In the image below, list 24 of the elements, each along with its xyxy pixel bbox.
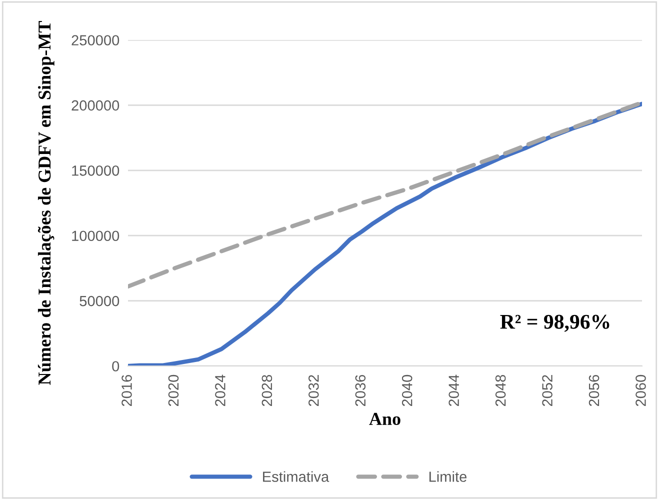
x-tick-label: 2040 [402,374,412,406]
legend-label: Limite [429,471,467,482]
x-tick-label: 2016 [122,374,132,406]
x-tick-label: 2056 [588,374,600,406]
legend-label: Estimativa [263,471,330,482]
annotation: R² = 98,96% [500,314,610,332]
x-tick-label: 2032 [308,375,319,406]
y-tick-label: 0 [112,361,120,372]
x-tick-label: 2060 [636,374,646,406]
x-tick-label: 2020 [168,374,179,406]
x-axis-title: Ano [369,412,400,426]
x-tick-label: 2028 [262,374,272,406]
x-tick-label: 2048 [495,374,506,406]
x-tick-label: 2036 [355,374,366,406]
x-tick-label: 2024 [215,374,226,406]
x-tick-label: 2044 [448,374,460,406]
y-tick-label: 50000 [80,296,120,306]
y-tick-label: 200000 [72,100,120,111]
x-tick-label: 2052 [542,375,552,406]
y-axis-title: Número de Instalações de GDFV em Sinop-MT [38,21,54,385]
y-tick-label: 150000 [72,166,120,176]
y-tick-label: 100000 [72,230,120,242]
y-tick-label: 250000 [72,35,120,46]
line-series [128,100,642,289]
